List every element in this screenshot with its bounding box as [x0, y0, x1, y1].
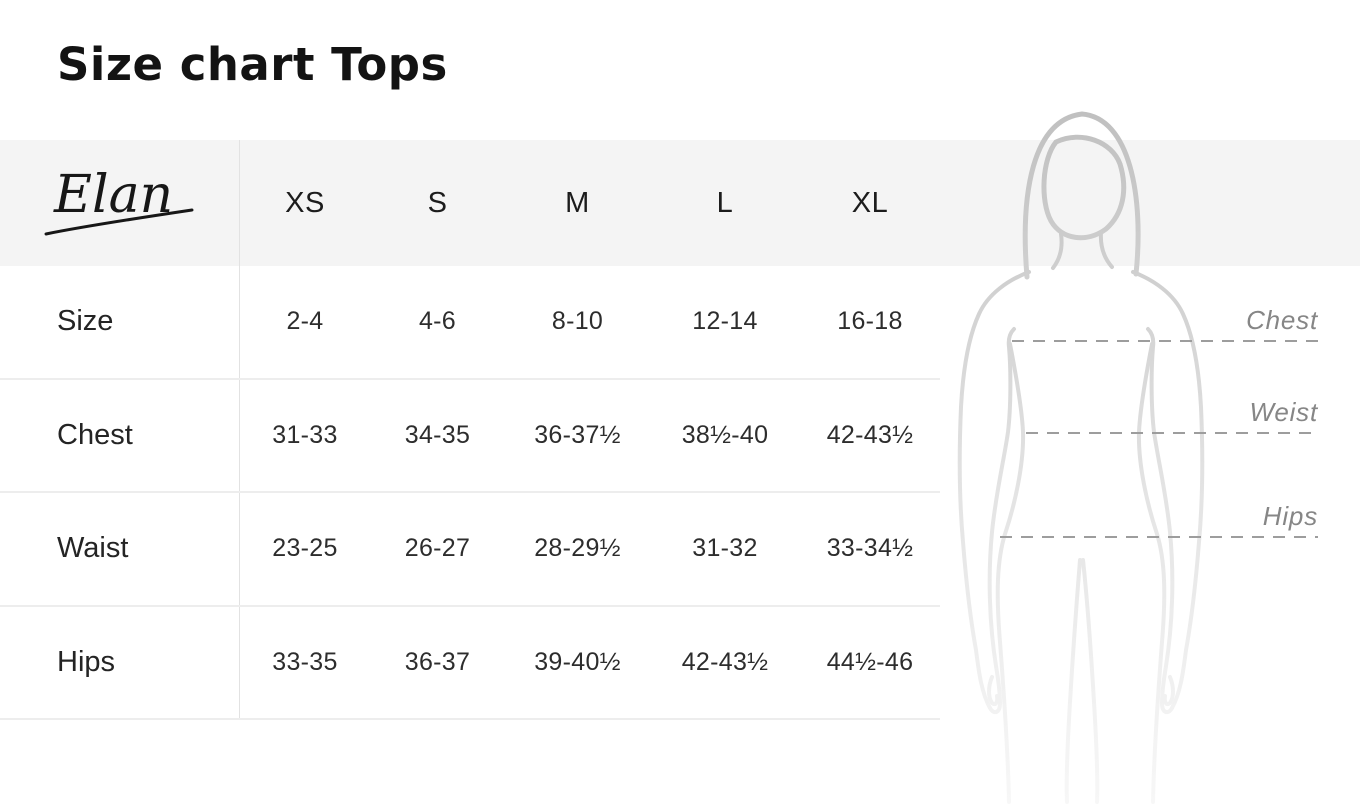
- chest-measure-label: Chest: [1246, 305, 1318, 335]
- row-label-waist: Waist: [0, 493, 240, 605]
- waist-xs: 23-25: [272, 534, 338, 563]
- figure-neck-left: [1051, 232, 1064, 270]
- weist-measure-label: Weist: [1249, 397, 1318, 427]
- size-xs: 2-4: [286, 307, 324, 336]
- chest-xl: 42-43½: [826, 420, 914, 449]
- table-row-waist: Waist 23-25 26-27 28-29½ 31-32 33-34½: [0, 493, 940, 607]
- chest-measure-line: [1012, 340, 1318, 342]
- brand-logo-cell: Elan: [0, 140, 240, 266]
- table-row-hips: Hips 33-35 36-37 39-40½ 42-43½ 44½-46: [0, 606, 940, 720]
- size-chart-table: Elan XS S M L XL Size 2-4 4-6 8-10 12-14…: [0, 140, 940, 720]
- waist-m: 28-29½: [534, 534, 621, 563]
- hips-xs: 33-35: [272, 647, 338, 676]
- brand-logo-underline: [44, 208, 193, 236]
- hips-s: 36-37: [404, 647, 471, 676]
- figure-face: [1041, 134, 1127, 241]
- figure-left-arm: [957, 270, 1031, 715]
- size-l: 12-14: [692, 307, 758, 336]
- figure-right-thumb: [1162, 675, 1175, 707]
- figure-left-thumb: [987, 675, 1000, 707]
- hips-m: 39-40½: [534, 647, 621, 676]
- size-s: 4-6: [418, 307, 457, 336]
- page-title: Size chart Tops: [57, 38, 448, 91]
- header-band: [0, 140, 1360, 266]
- figure-hair: [1022, 111, 1141, 280]
- figure-inner-leg-left: [1064, 558, 1082, 804]
- hips-l: 42-43½: [681, 647, 769, 676]
- brand-logo: Elan: [44, 165, 193, 236]
- hips-measure-label: Hips: [1262, 501, 1318, 531]
- column-header-l: L: [716, 186, 734, 219]
- chest-l: 38½-40: [681, 420, 769, 449]
- row-label-hips: Hips: [0, 606, 240, 718]
- waist-l: 31-32: [692, 534, 758, 563]
- chest-s: 34-35: [404, 420, 471, 449]
- figure-neck-right: [1098, 230, 1114, 269]
- column-header-xl: XL: [851, 186, 889, 219]
- column-header-m: M: [565, 186, 590, 219]
- waist-s: 26-27: [404, 534, 471, 563]
- column-header-xs: XS: [285, 186, 325, 219]
- weist-measure-line: [1026, 432, 1318, 434]
- size-xl: 16-18: [837, 307, 903, 336]
- figure-right-arm: [1131, 270, 1205, 715]
- chest-xs: 31-33: [272, 420, 338, 449]
- row-label-chest: Chest: [0, 379, 240, 491]
- column-header-s: S: [427, 186, 448, 219]
- hips-measure-line: [1000, 536, 1318, 538]
- body-figure-illustration: [957, 111, 1205, 804]
- table-header-row: Elan XS S M L XL: [0, 140, 940, 266]
- chest-m: 36-37½: [534, 420, 621, 449]
- hips-xl: 44½-46: [826, 647, 914, 676]
- table-row-size: Size 2-4 4-6 8-10 12-14 16-18: [0, 266, 940, 380]
- row-label-size: Size: [0, 266, 240, 378]
- waist-xl: 33-34½: [826, 534, 914, 563]
- figure-inner-leg-right: [1081, 558, 1100, 804]
- size-m: 8-10: [551, 307, 604, 336]
- table-row-chest: Chest 31-33 34-35 36-37½ 38½-40 42-43½: [0, 379, 940, 493]
